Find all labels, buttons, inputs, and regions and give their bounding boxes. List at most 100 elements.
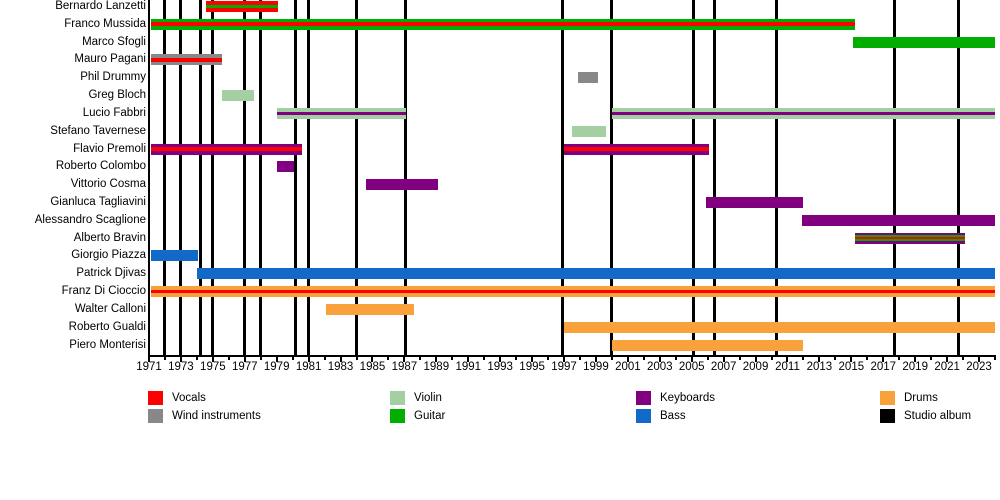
member-bar [206, 1, 279, 13]
legend-swatch-keyboards [636, 391, 651, 405]
bar-stripe-keyboards [706, 197, 804, 209]
x-axis-tick [435, 357, 438, 362]
x-axis-tick [610, 357, 613, 360]
x-axis-tick [866, 357, 869, 360]
bar-stripe-drums [564, 321, 995, 333]
x-axis-tick [786, 357, 789, 362]
bar-stripe-guitar [150, 26, 855, 30]
member-label: Stefano Tavernese [50, 124, 146, 137]
bar-stripe-bass [150, 250, 199, 262]
bar-stripe-guitar [854, 234, 965, 238]
bar-stripe-keyboards [854, 232, 965, 235]
member-bar [801, 214, 995, 226]
bar-stripe-keyboards [611, 111, 995, 116]
bar-stripe-guitar [206, 4, 279, 9]
x-axis-tick [355, 357, 358, 360]
bar-stripe-violin [276, 107, 406, 112]
x-axis-tick [291, 357, 294, 360]
legend-label: Wind instruments [172, 410, 261, 422]
studio-album-line [610, 0, 614, 355]
x-axis-tick [243, 357, 246, 362]
bar-stripe-vocals [854, 237, 965, 240]
bar-stripe-vocals [206, 8, 279, 13]
x-axis-tick-label: 1981 [295, 361, 322, 373]
x-axis-tick-label: 2003 [646, 361, 673, 373]
studio-album-line [956, 0, 960, 355]
bar-stripe-violin [572, 125, 606, 137]
member-bar [276, 161, 295, 173]
member-label: Giorgio Piazza [71, 249, 146, 262]
member-label: Bernardo Lanzetti [55, 0, 146, 12]
x-axis-tick [738, 357, 741, 360]
x-axis-tick [722, 357, 725, 362]
bar-stripe-keyboards [276, 111, 406, 116]
x-axis-tick-label: 2019 [902, 361, 928, 373]
x-axis-tick [962, 357, 965, 360]
studio-album-line [179, 0, 183, 355]
member-bar [150, 18, 855, 30]
x-axis-tick-label: 1971 [136, 361, 162, 373]
x-axis-tick [227, 357, 230, 360]
member-label: Piero Monterisi [69, 338, 146, 351]
x-axis-tick [642, 357, 645, 360]
bar-stripe-drums [611, 339, 804, 351]
x-axis-tick [403, 357, 406, 362]
member-label: Patrick Djivas [76, 267, 146, 280]
y-axis [148, 0, 150, 356]
bar-stripe-vocals [564, 147, 710, 151]
x-axis-tick [531, 357, 534, 362]
x-axis-tick-label: 1991 [455, 361, 482, 373]
member-bar [572, 125, 606, 137]
member-bar [611, 339, 804, 351]
legend-swatch-violin [390, 391, 405, 405]
x-axis-tick-label: 1995 [519, 361, 545, 373]
member-bar [150, 286, 995, 298]
x-axis-tick [818, 357, 821, 362]
x-axis-tick [594, 357, 597, 362]
member-bar [276, 107, 406, 119]
x-axis-tick [547, 357, 550, 360]
x-axis-tick [930, 357, 933, 360]
member-bar [564, 321, 995, 333]
studio-album-line [243, 0, 247, 355]
x-axis-tick [499, 357, 502, 362]
x-axis-tick [179, 357, 182, 362]
member-bar [222, 90, 255, 102]
bar-stripe-keyboards [150, 150, 303, 155]
x-axis-tick [339, 357, 342, 362]
studio-album-line [259, 0, 263, 355]
bar-stripe-guitar [852, 36, 995, 48]
x-axis-tick-label: 2015 [838, 361, 865, 373]
x-axis-tick [834, 357, 837, 360]
x-axis-tick [914, 357, 917, 362]
member-label: Roberto Gualdi [68, 320, 146, 333]
x-axis-tick-label: 2021 [934, 361, 960, 373]
x-axis-tick [994, 357, 996, 360]
member-label: Gianluca Tagliavini [50, 196, 146, 209]
x-axis-tick [898, 357, 901, 360]
bar-stripe-vocals [150, 58, 223, 62]
x-axis-tick [882, 357, 885, 362]
x-axis-tick [259, 357, 262, 360]
member-label: Roberto Colombo [55, 160, 146, 173]
x-axis-tick-label: 1983 [327, 361, 354, 373]
bar-stripe-wind [150, 54, 223, 59]
studio-album-line [691, 0, 695, 355]
x-axis-tick [563, 357, 566, 362]
studio-album-line [404, 0, 408, 355]
x-axis-tick-label: 2013 [806, 361, 833, 373]
x-axis-tick [307, 357, 310, 362]
x-axis-tick-label: 1997 [551, 361, 577, 373]
x-axis [148, 355, 996, 357]
bar-stripe-violin [222, 90, 255, 102]
member-bar [564, 143, 710, 155]
x-axis-tick [802, 357, 805, 360]
member-label: Mauro Pagani [74, 53, 146, 66]
x-axis-tick [371, 357, 374, 362]
x-axis-tick [658, 357, 661, 362]
x-axis-tick [419, 357, 422, 360]
bar-stripe-drums [150, 286, 995, 290]
studio-album-line [712, 0, 716, 355]
x-axis-tick [690, 357, 693, 362]
bar-stripe-keyboards [150, 143, 303, 148]
